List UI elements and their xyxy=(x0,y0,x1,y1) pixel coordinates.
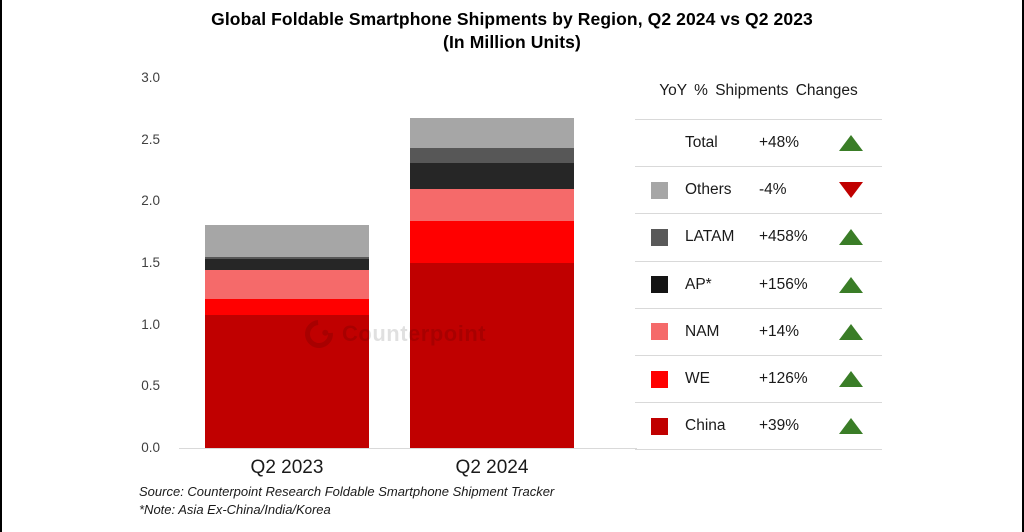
legend-row-latam: LATAM +458% xyxy=(635,213,882,260)
legend-label: WE xyxy=(685,370,710,388)
bar-segment-nam-q22023 xyxy=(205,270,369,299)
bar-segment-china-q22023 xyxy=(205,314,369,448)
y-tick-label: 3.0 xyxy=(141,70,160,85)
legend-yoy-value: +48% xyxy=(759,134,800,152)
legend-label: AP* xyxy=(685,275,712,293)
legend-swatch-others xyxy=(651,181,668,199)
stacked-bar-q2-2023 xyxy=(205,78,369,448)
legend-swatch-we xyxy=(651,370,668,388)
x-axis-label-q2-2023: Q2 2023 xyxy=(250,457,324,478)
bar-segment-china-q22024 xyxy=(410,263,574,448)
up-triangle-icon xyxy=(839,418,863,435)
note-line: *Note: Asia Ex-China/India/Korea xyxy=(139,502,331,517)
bar-segment-latam-q22023 xyxy=(205,256,369,260)
bar-segment-ap-q22023 xyxy=(205,259,369,271)
y-tick-label: 2.5 xyxy=(141,131,160,147)
bar-segment-we-q22024 xyxy=(410,221,574,263)
bar-segment-nam-q22024 xyxy=(410,189,574,222)
source-note: Source: Counterpoint Research Foldable S… xyxy=(139,483,554,519)
y-axis: 0.0 0.5 1.0 1.5 2.0 2.5 3.0 xyxy=(115,70,160,455)
bar-segment-we-q22023 xyxy=(205,298,369,315)
x-axis-line xyxy=(179,448,637,449)
bar-segment-ap-q22024 xyxy=(410,163,574,190)
bar-segment-latam-q22024 xyxy=(410,148,574,164)
yoy-legend-table: YoY % Shipments Changes Total +48% Others -… xyxy=(635,78,882,451)
legend-swatch-china xyxy=(651,417,668,435)
legend-label: China xyxy=(685,417,726,435)
legend-swatch-nam xyxy=(651,323,668,341)
legend-yoy-value: +14% xyxy=(759,322,800,340)
legend-yoy-value: +126% xyxy=(759,370,808,388)
chart-title-line2: (In Million Units) xyxy=(443,32,581,52)
legend-row-we: WE +126% xyxy=(635,354,882,402)
legend-row-others: Others -4% xyxy=(635,166,882,213)
up-triangle-icon xyxy=(839,371,863,388)
legend-yoy-value: +39% xyxy=(759,417,800,435)
legend-swatch-ap xyxy=(651,276,668,294)
bar-segment-others-q22024 xyxy=(410,117,574,149)
y-tick-label: 0.5 xyxy=(141,378,160,394)
legend-yoy-value: +458% xyxy=(759,228,808,246)
x-axis-label-q2-2024: Q2 2024 xyxy=(455,457,529,478)
legend-label: NAM xyxy=(685,322,720,340)
legend-label: Others xyxy=(685,181,732,199)
plot-area xyxy=(179,78,637,449)
up-triangle-icon xyxy=(839,276,863,293)
legend-title: YoY % Shipments Changes xyxy=(659,82,858,99)
y-tick-label: 2.0 xyxy=(141,193,160,209)
legend-row-ap: AP* +156% xyxy=(635,260,882,308)
legend-swatch-latam xyxy=(651,228,668,246)
y-tick-label: 1.5 xyxy=(141,255,160,270)
legend-yoy-value: -4% xyxy=(759,181,787,199)
up-triangle-icon xyxy=(839,229,863,246)
chart-title-line1: Global Foldable Smartphone Shipments by … xyxy=(211,9,813,29)
bar-segment-others-q22023 xyxy=(205,224,369,257)
legend-yoy-value: +156% xyxy=(759,275,808,293)
y-tick-label: 1.0 xyxy=(141,316,160,332)
stacked-bar-q2-2024 xyxy=(410,78,574,448)
chart-title: Global Foldable Smartphone Shipments by … xyxy=(2,8,1022,54)
up-triangle-icon xyxy=(839,135,863,152)
legend-row-china: China +39% xyxy=(635,402,882,451)
down-triangle-icon xyxy=(839,182,863,199)
y-tick-label: 0.0 xyxy=(141,440,160,455)
legend-row-nam: NAM +14% xyxy=(635,307,882,355)
source-line: Source: Counterpoint Research Foldable S… xyxy=(139,484,555,499)
up-triangle-icon xyxy=(839,323,863,340)
legend-label: Total xyxy=(685,134,718,152)
legend-row-total: Total +48% xyxy=(635,119,882,166)
legend-rows: Total +48% Others -4% LATAM +458% AP* +156% NAM +… xyxy=(635,119,882,451)
legend-label: LATAM xyxy=(685,228,735,246)
